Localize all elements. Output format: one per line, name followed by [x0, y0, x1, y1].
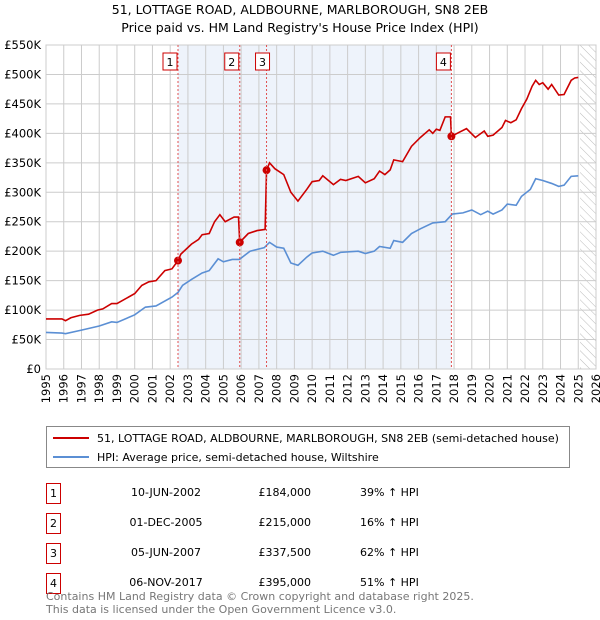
transaction-date: 05-JUN-2007 [130, 546, 202, 559]
x-tick-label: 2008 [270, 374, 284, 403]
transaction-hpi-change: 62% ↑ HPI [360, 546, 419, 559]
legend-swatch-property [53, 437, 89, 439]
sale-marker-label: 4 [440, 56, 447, 69]
x-tick-label: 2015 [394, 374, 408, 403]
y-tick-label: £50K [12, 333, 42, 347]
legend-label-hpi: HPI: Average price, semi-detached house,… [97, 450, 379, 464]
chart-title: 51, LOTTAGE ROAD, ALDBOURNE, MARLBOROUGH… [111, 2, 489, 17]
x-tick-label: 2020 [483, 374, 497, 403]
y-tick-label: £200K [4, 244, 41, 258]
transaction-price: £337,500 [258, 546, 312, 559]
plot-border [45, 44, 597, 370]
y-tick-label: £400K [4, 126, 41, 140]
x-tick-label: 2024 [554, 374, 568, 403]
hatched-future-region [580, 45, 596, 369]
y-tick-label: £250K [4, 215, 41, 229]
transaction-hpi-change: 39% ↑ HPI [360, 486, 419, 499]
transaction-hpi-change: 51% ↑ HPI [360, 576, 419, 589]
x-tick-label: 2012 [341, 374, 355, 403]
sale-marker-badge [255, 52, 271, 71]
y-tick-label: £300K [4, 185, 41, 199]
transaction-price: £184,000 [258, 486, 312, 499]
transaction-hpi-change: 16% ↑ HPI [360, 516, 419, 529]
shaded-ownership-region [178, 45, 452, 369]
sale-point [447, 132, 456, 141]
legend-item-property: 51, LOTTAGE ROAD, ALDBOURNE, MARLBOROUGH… [53, 430, 559, 446]
x-tick-label: 2022 [518, 374, 532, 403]
y-tick-label: £450K [4, 97, 41, 111]
x-tick-label: 2014 [376, 374, 390, 403]
legend-swatch-hpi [53, 456, 89, 458]
transaction-date: 06-NOV-2017 [129, 576, 203, 589]
legend-item-hpi: HPI: Average price, semi-detached house,… [53, 449, 559, 465]
x-tick-label: 2009 [287, 374, 301, 403]
x-tick-label: 2006 [234, 374, 248, 403]
x-tick-label: 2011 [323, 374, 337, 403]
sale-marker-label: 3 [259, 56, 266, 69]
sale-marker-badge [162, 52, 178, 71]
x-tick-label: 2018 [447, 374, 461, 403]
x-tick-label: 2010 [305, 374, 319, 403]
sale-marker-badge [435, 52, 451, 71]
x-tick-label: 2002 [163, 374, 177, 403]
y-tick-label: £350K [4, 156, 41, 170]
x-tick-label: 2013 [358, 374, 372, 403]
sale-point [174, 256, 182, 265]
transaction-price: £215,000 [258, 516, 312, 529]
x-tick-label: 1995 [39, 374, 53, 403]
transaction-date: 10-JUN-2002 [130, 486, 202, 499]
transaction-row: 1 10-JUN-2002 £184,000 39% ↑ HPI [46, 483, 546, 504]
x-tick-label: 1998 [92, 374, 106, 403]
x-tick-label: 1999 [110, 374, 124, 403]
legend-label-property: 51, LOTTAGE ROAD, ALDBOURNE, MARLBOROUGH… [97, 431, 559, 445]
transaction-row: 3 05-JUN-2007 £337,500 62% ↑ HPI [46, 543, 546, 564]
sale-marker-label: 1 [167, 56, 174, 69]
transaction-price: £395,000 [258, 576, 312, 589]
transaction-number-badge: 3 [46, 543, 61, 564]
chart-subtitle: Price paid vs. HM Land Registry's House … [121, 20, 479, 35]
x-tick-label: 2023 [536, 374, 550, 403]
x-tick-label: 2025 [571, 374, 585, 403]
y-tick-label: £150K [4, 274, 41, 288]
transaction-number-badge: 1 [46, 483, 61, 504]
sale-marker-badge [224, 52, 240, 71]
y-tick-label: £500K [4, 67, 41, 81]
x-tick-label: 2000 [128, 374, 142, 403]
transaction-row: 4 06-NOV-2017 £395,000 51% ↑ HPI [46, 573, 546, 594]
y-tick-label: £100K [4, 303, 41, 317]
x-tick-label: 2019 [465, 374, 479, 403]
hpi-line [45, 174, 579, 335]
x-tick-label: 2017 [429, 374, 443, 403]
x-tick-label: 2001 [145, 374, 159, 403]
x-tick-label: 2003 [181, 374, 195, 403]
footer-copyright: Contains HM Land Registry data © Crown c… [46, 590, 474, 603]
y-tick-label: £550K [4, 38, 41, 52]
x-tick-label: 1996 [57, 374, 71, 403]
y-tick-label: £0 [26, 362, 41, 376]
x-tick-label: 2007 [252, 374, 266, 403]
transaction-date: 01-DEC-2005 [129, 516, 203, 529]
transaction-row: 2 01-DEC-2005 £215,000 16% ↑ HPI [46, 513, 546, 534]
transaction-number-badge: 4 [46, 573, 61, 594]
x-tick-label: 2021 [500, 374, 514, 403]
sale-marker-label: 2 [228, 56, 235, 69]
x-tick-label: 2026 [589, 374, 600, 403]
x-tick-label: 2016 [412, 374, 426, 403]
chart-legend: 51, LOTTAGE ROAD, ALDBOURNE, MARLBOROUGH… [46, 426, 570, 468]
footer-licence: This data is licensed under the Open Gov… [46, 603, 397, 616]
x-tick-label: 2004 [199, 374, 213, 403]
x-tick-label: 1997 [74, 374, 88, 403]
transaction-number-badge: 2 [46, 513, 61, 534]
property-price-line [46, 76, 579, 322]
x-tick-label: 2005 [216, 374, 230, 403]
